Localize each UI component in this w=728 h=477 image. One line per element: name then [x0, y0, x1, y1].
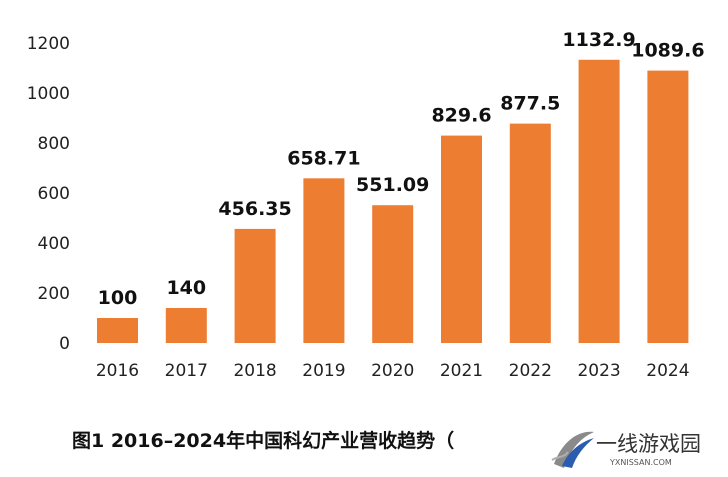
data-label: 140	[166, 277, 206, 299]
data-label: 456.35	[218, 198, 291, 220]
x-tick-label: 2018	[233, 361, 276, 381]
y-tick-label: 1000	[27, 84, 70, 104]
watermark-subtext: YXNISSAN.COM	[610, 458, 672, 467]
watermark-logo-icon	[551, 431, 594, 468]
x-tick-label: 2017	[165, 361, 208, 381]
bar-2021	[441, 135, 482, 343]
bar-2019	[303, 178, 345, 343]
bar-2017	[165, 308, 207, 343]
data-label: 877.5	[500, 93, 560, 115]
x-tick-label: 2021	[440, 361, 483, 381]
x-tick-label: 2020	[371, 361, 414, 381]
x-tick-label: 2024	[646, 361, 689, 381]
data-label: 1132.9	[562, 29, 635, 51]
bar-2016	[97, 318, 138, 343]
bar-2018	[234, 228, 276, 343]
y-tick-label: 200	[38, 284, 70, 304]
y-tick-label: 800	[38, 134, 70, 154]
watermark: 一线游戏园 YXNISSAN.COM	[548, 422, 724, 474]
x-tick-label: 2023	[577, 361, 620, 381]
y-tick-label: 400	[38, 234, 70, 254]
data-label: 658.71	[287, 147, 360, 169]
bar-2022	[509, 123, 551, 343]
data-label: 100	[98, 287, 138, 309]
bar-2024	[647, 70, 689, 343]
data-label: 551.09	[356, 174, 429, 196]
y-tick-label: 0	[59, 334, 70, 354]
bar-2023	[578, 59, 620, 344]
x-tick-label: 2016	[96, 361, 139, 381]
x-axis: 2016 2017 2018 2019 2020 2021 2022 2023 2024	[96, 361, 690, 381]
watermark-text: 一线游戏园	[596, 432, 701, 456]
bar-2020	[372, 205, 414, 343]
y-tick-label: 600	[38, 184, 70, 204]
y-tick-label: 1200	[27, 34, 70, 54]
y-axis: 0 200 400 600 800 1000 1200	[27, 34, 70, 354]
bar-chart: 0 200 400 600 800 1000 1200 100 140 456.35 658.71…	[27, 29, 705, 381]
x-tick-label: 2022	[509, 361, 552, 381]
data-label: 829.6	[431, 105, 491, 127]
data-label: 1089.6	[631, 40, 704, 62]
figure-caption: 图1 2016–2024年中国科幻产业营收趋势（	[72, 430, 455, 452]
bars: 100 140 456.35 658.71 551.09 829.6 877.5 1132.9…	[97, 29, 705, 344]
x-tick-label: 2019	[302, 361, 345, 381]
